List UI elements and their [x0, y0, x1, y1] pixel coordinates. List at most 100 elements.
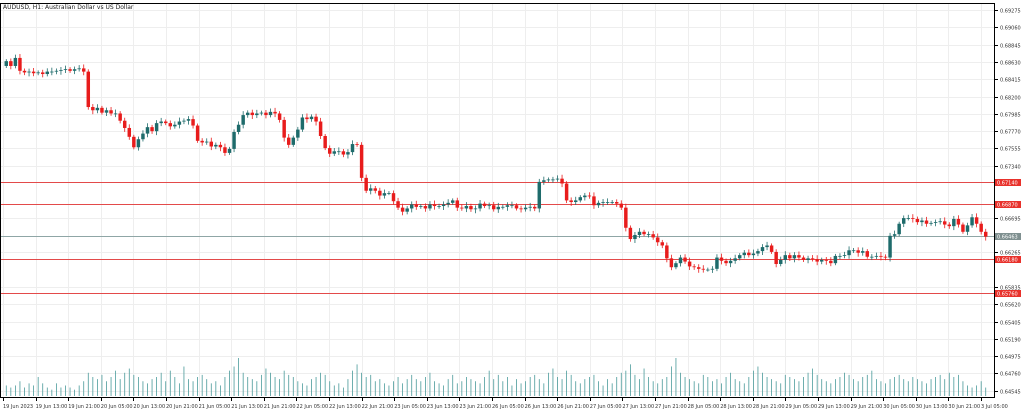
candle-body [419, 206, 423, 207]
candle-body [491, 205, 496, 210]
price-level-label: 0.65760 [997, 292, 1018, 298]
price-tick-label: 0.66265 [1000, 251, 1021, 257]
candle-body [778, 259, 783, 264]
candle-body [678, 257, 683, 264]
candle-body [628, 227, 633, 240]
time-tick-label: 30 Jun 21:00 [948, 404, 980, 410]
candle-body [382, 193, 387, 196]
candle-body [127, 127, 132, 137]
candle-body [446, 202, 450, 205]
price-tick-label: 0.65190 [1000, 338, 1021, 344]
candle-body [514, 205, 519, 209]
candle-body [150, 127, 154, 132]
candle-body [122, 120, 127, 128]
candle-body [277, 113, 282, 120]
candle-body [715, 257, 719, 269]
price-level-box [995, 179, 1021, 186]
candle-body [619, 203, 624, 208]
price-axis: 0.69275 0.69060 0.68845 0.68630 0.68415 0.682… [994, 9, 1021, 396]
price-tick-label: 0.64545 [1000, 390, 1021, 396]
candle-body [983, 231, 988, 237]
candle-body [478, 203, 482, 209]
candle-body [464, 206, 469, 209]
candle-body [314, 116, 318, 122]
time-tick-label: 29 Jun 05:00 [785, 404, 817, 410]
candle-body [783, 255, 788, 260]
candle-body [596, 202, 601, 206]
candle-body [829, 260, 833, 264]
candle-body [701, 268, 706, 270]
time-tick-label: 20 Jun 13:00 [133, 404, 165, 410]
candle-body [245, 112, 250, 116]
candle-body [469, 206, 473, 210]
candle-body [851, 250, 856, 252]
candle-body [241, 115, 245, 125]
price-tick-label: 0.67555 [1000, 147, 1021, 153]
candle-body [286, 137, 291, 145]
candle-body [441, 204, 446, 207]
time-tick-label: 28 Jun 05:00 [688, 404, 720, 410]
candle-body [724, 260, 728, 264]
candle-body [660, 242, 665, 246]
candle-body [154, 123, 159, 132]
candle-body [824, 259, 829, 261]
candle-body [173, 124, 177, 127]
candle-body [560, 178, 564, 184]
candle-body [132, 136, 136, 148]
candle-body [883, 256, 888, 258]
time-tick-label: 19 Jun 21:00 [68, 404, 100, 410]
candle-body [624, 207, 628, 228]
time-tick-label: 30 Jun 05:00 [883, 404, 915, 410]
candle-body [482, 203, 487, 207]
candle-body [774, 251, 778, 264]
candle-body [118, 113, 122, 121]
candle-body [833, 255, 838, 264]
candle-body [505, 205, 510, 207]
candle-body [364, 177, 368, 191]
candle-body [423, 206, 428, 209]
candle-body [769, 245, 774, 252]
candle-body [532, 206, 537, 209]
price-level-box [995, 290, 1021, 297]
candle-body [391, 193, 396, 202]
price-level-box [995, 233, 1021, 240]
price-tick-label: 0.65405 [1000, 321, 1021, 327]
candle-body [81, 68, 86, 72]
candle-body [72, 69, 77, 71]
candle-body [519, 208, 523, 210]
time-tick-label: 27 Jun 21:00 [655, 404, 687, 410]
price-tick-label: 0.69275 [1000, 9, 1021, 15]
candle-body [77, 68, 81, 70]
candle-body [633, 235, 637, 240]
price-tick-label: 0.67770 [1000, 130, 1021, 136]
candle-body [979, 223, 983, 232]
time-tick-label: 21 Jun 21:00 [264, 404, 296, 410]
candle-body [655, 237, 660, 243]
candle-body [177, 121, 182, 125]
price-tick-label: 0.64975 [1000, 355, 1021, 361]
candle-body [733, 258, 737, 261]
price-level-lines [1, 182, 994, 294]
candle-body [710, 268, 715, 270]
candle-body [933, 222, 938, 223]
candle-body [719, 257, 724, 261]
candle-body [569, 200, 573, 203]
time-tick-label: 22 Jun 21:00 [362, 404, 394, 410]
candle-body [920, 220, 924, 223]
time-tick-label: 30 Jun 13:00 [916, 404, 948, 410]
time-tick-label: 20 Jun 05:00 [101, 404, 133, 410]
candle-body [929, 222, 933, 224]
time-tick-label: 28 Jun 13:00 [720, 404, 752, 410]
price-level-label: 0.67140 [997, 181, 1018, 187]
time-tick-label: 19 Jun 13:00 [36, 404, 68, 410]
candle-body [68, 69, 72, 71]
candle-body [318, 121, 323, 137]
candle-body [838, 255, 842, 257]
candle-body [31, 71, 36, 74]
candle-body [432, 204, 437, 207]
time-tick-label: 21 Jun 13:00 [231, 404, 263, 410]
candle-body [332, 151, 337, 154]
candle-body [227, 148, 232, 153]
